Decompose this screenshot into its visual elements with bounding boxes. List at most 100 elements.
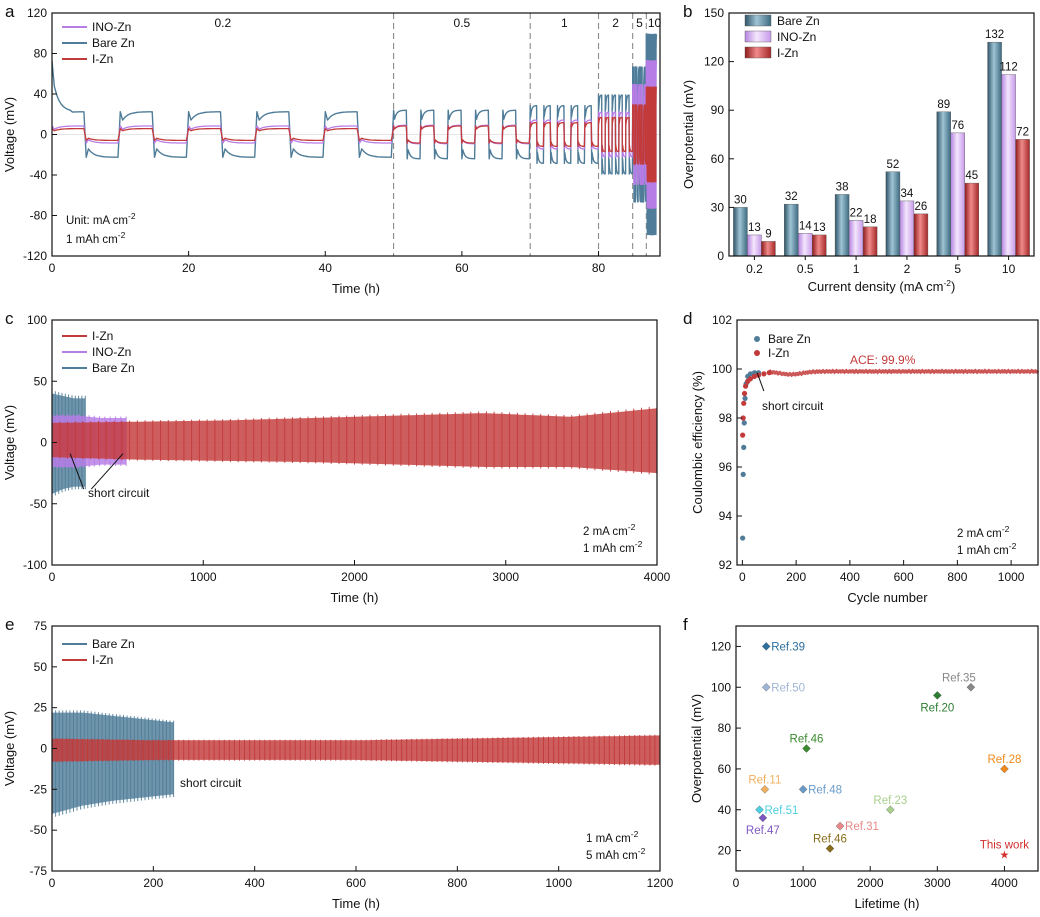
b-bar-label-ino-zn-0: 13 [748,222,761,234]
d-legend-label-1: I-Zn [768,346,789,360]
c-xtick-label-2: 2000 [341,570,368,584]
e-xtick-label-2: 400 [245,876,265,890]
f-ref-label-6: Ref.11 [748,774,781,786]
b-bar-i-zn-1 [812,234,827,257]
d-point-bare-zn-8 [751,370,758,376]
d-point-i-zn-7 [751,373,758,379]
a-ytick-label-5: 80 [34,47,48,61]
c-capacity-note: 1 mAh cm-2 [583,539,643,555]
f-marker-4 [802,744,811,753]
d-ace-label: ACE: 99.9% [850,353,916,367]
e-short-circuit-label: short circuit [180,776,242,790]
a-ytick-label-0: -120 [23,249,47,263]
panel-d: d 0 200 400 600 800 1000 92 94 96 98 100 102 Cycle nu… [683,309,1040,605]
d-ytick-label-5: 102 [712,313,732,327]
b-bar-label-ino-zn-5: 112 [999,62,1017,74]
c-current-note: 2 mA cm-2 [583,522,636,538]
d-capacity-note: 1 mAh cm-2 [957,541,1017,557]
a-xtick-label-1: 20 [182,261,196,275]
f-ref-label-2: Ref.35 [942,672,976,684]
panel-letter-d: d [683,309,692,328]
e-current-note: 1 mA cm-2 [586,829,639,845]
a-rate-label-2: 1 [561,16,568,30]
f-ref-label-5: Ref.28 [987,754,1021,766]
a-ytick-label-2: -40 [30,168,48,182]
a-legend-label-0: INO-Zn [92,20,131,34]
d-xtick-label-3: 600 [894,570,914,584]
a-capacity-note: 1 mAh cm-2 [66,230,126,246]
b-ytick-label-4: 120 [704,55,724,69]
f-xlabel: Lifetime (h) [854,896,919,911]
d-short-circuit-arrow [756,372,765,392]
d-short-circuit-label: short circuit [762,399,824,413]
a-ytick-label-4: 40 [34,87,48,101]
e-xtick-label-1: 200 [143,876,163,890]
f-marker-7 [798,785,808,794]
b-frame [728,12,1035,257]
b-legend-swatch-0 [744,14,772,27]
a-xtick-label-0: 0 [49,261,56,275]
e-ytick-label-0: -75 [30,864,48,878]
a-legend-label-2: I-Zn [92,52,113,66]
d-point-i-zn-9 [761,371,767,377]
a-ylabel: Voltage (mV) [2,97,17,172]
a-rate-label-0: 0.2 [214,16,231,30]
e-legend-label-0: Bare Zn [92,637,135,651]
f-ylabel: Overpotential (mV) [689,694,704,803]
b-bar-i-zn-4 [964,182,979,257]
b-bar-ino-zn-2 [848,220,864,257]
a-xtick-label-2: 40 [319,261,333,275]
d-ytick-label-3: 98 [719,411,733,425]
f-marker-6 [760,785,770,794]
c-ylabel: Voltage (mV) [2,405,17,480]
b-ytick-label-0: 0 [717,249,724,263]
panel-letter-f: f [683,615,688,634]
c-short-circuit-label: short circuit [88,486,150,500]
b-xtick-label-2: 1 [853,262,860,276]
b-bar-label-bare-zn-0: 30 [734,194,747,206]
d-i-zn-plateau [768,368,1040,378]
f-ref-label-10: Ref.47 [746,825,780,837]
f-ref-label-8: Ref.23 [873,795,907,807]
b-bar-label-ino-zn-2: 22 [850,207,863,219]
f-marker-3 [933,691,942,700]
f-xtick-label-4: 4000 [991,876,1018,890]
c-ytick-label-0: -100 [23,558,47,572]
f-frame [735,625,1039,872]
e-xtick-label-3: 600 [346,876,366,890]
b-ytick-label-1: 30 [711,200,725,214]
f-ref-label-1: Ref.50 [771,682,805,694]
f-ytick-label-3: 80 [718,721,732,735]
c-legend-label-0: I-Zn [92,329,113,343]
e-xlabel: Time (h) [332,896,380,911]
e-xtick-label-4: 800 [447,876,467,890]
d-point-i-zn-3 [741,390,748,397]
b-bar-bare-zn-5 [987,41,1002,257]
b-xtick-label-4: 5 [954,262,961,276]
f-xtick-label-3: 3000 [924,876,951,890]
b-bar-label-i-zn-2: 18 [864,214,877,226]
b-bar-bare-zn-3 [885,171,901,257]
c-ytick-label-1: -50 [30,497,48,511]
c-xlabel: Time (h) [331,590,379,605]
d-ytick-label-4: 100 [712,362,732,376]
b-legend-swatch-1 [744,30,772,43]
b-bar-label-i-zn-1: 13 [813,222,826,234]
b-bar-ino-zn-5 [1001,74,1016,257]
b-bar-bare-zn-0 [733,207,748,257]
f-ref-label-7: Ref.48 [808,784,842,796]
f-ytick-label-5: 120 [711,639,731,653]
panel-letter-a: a [5,2,15,21]
a-xlabel: Time (h) [332,281,380,296]
b-bar-i-zn-2 [862,226,878,257]
b-bar-bare-zn-4 [936,111,951,257]
b-legend-swatch-2 [744,46,772,59]
c-arrow-bare [69,453,85,490]
e-spikes-bare-zn [51,710,175,818]
d-point-i-zn-0 [740,432,746,438]
panel-c: c 0 1000 2000 3000 4000 -100 -50 0 50 100 Time (h) V… [2,309,671,605]
b-bar-label-ino-zn-4: 76 [951,120,964,132]
f-ref-label-11: Ref.31 [845,821,879,833]
